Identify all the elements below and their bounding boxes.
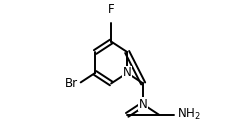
- Text: N: N: [139, 98, 148, 111]
- Text: N: N: [123, 67, 132, 79]
- Text: F: F: [108, 3, 114, 16]
- Text: Br: Br: [65, 77, 78, 90]
- Text: NH$_2$: NH$_2$: [177, 107, 201, 122]
